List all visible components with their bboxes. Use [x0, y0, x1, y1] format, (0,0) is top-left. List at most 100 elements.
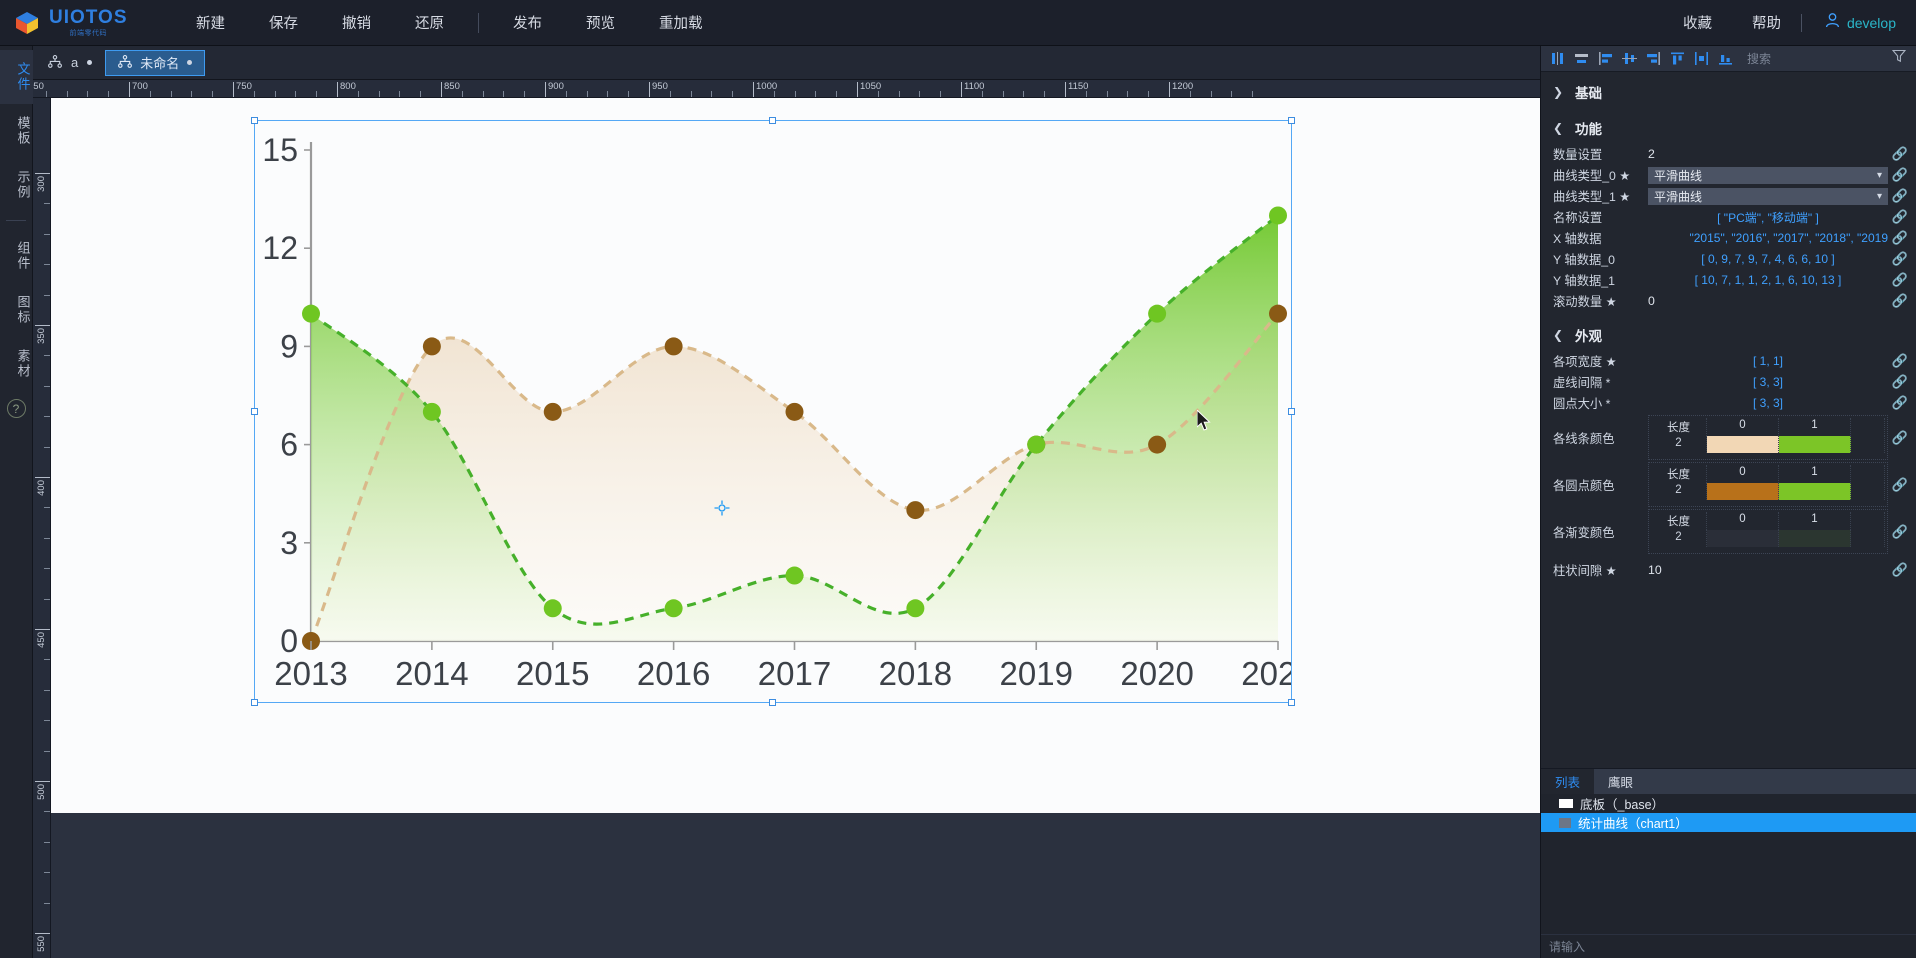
brand-logo[interactable]: UIOTOS 前端零代码: [0, 8, 150, 37]
prop-value[interactable]: 10: [1648, 563, 1662, 577]
ruler-minor-tick: [981, 91, 983, 97]
menu-undo[interactable]: 撤销: [342, 16, 371, 32]
curve-type-1-select[interactable]: 平滑曲线 ▾: [1648, 187, 1888, 205]
link-icon[interactable]: 🔗: [1891, 523, 1908, 539]
ruler-tick: [545, 82, 546, 97]
menu-publish[interactable]: 发布: [513, 16, 542, 32]
prop-value[interactable]: [ 1, 1]: [1752, 354, 1784, 368]
link-icon[interactable]: 🔗: [1891, 188, 1908, 203]
ruler-horizontal[interactable]: 650 700 750 800 850 900 950 1000 1050 1100 1150 120…: [33, 80, 1540, 98]
align-left-icon[interactable]: [1595, 49, 1616, 68]
list-item-chart1[interactable]: 统计曲线（chart1）: [1541, 813, 1916, 832]
prop-value[interactable]: 0: [1648, 294, 1655, 308]
menu-new[interactable]: 新建: [196, 16, 225, 32]
ruler-label: 950: [652, 81, 668, 92]
ruler-minor-tick: [836, 91, 838, 97]
align-right-icon[interactable]: [1643, 49, 1664, 68]
group-appearance[interactable]: ❮ 外观: [1541, 319, 1916, 351]
resize-handle-bc[interactable]: [769, 699, 776, 706]
data-point: [543, 402, 562, 421]
ruler-vertical[interactable]: 300 350 400 450 500 550: [33, 98, 51, 958]
color-swatch-1[interactable]: [1779, 530, 1851, 547]
color-swatch-1[interactable]: [1779, 436, 1851, 453]
align-top-icon[interactable]: [1667, 49, 1688, 68]
tab-untitled[interactable]: 未命名: [105, 49, 206, 76]
prop-value[interactable]: [ "PC端", "移动端" ]: [1717, 210, 1819, 225]
canvas-area[interactable]: 0 3 6 9 12 15 2013 2014 2015 2016 2017 2018 2019 2020…: [51, 98, 1540, 958]
rail-item-files[interactable]: 文件: [0, 50, 33, 104]
resize-handle-ml[interactable]: [251, 407, 258, 415]
line-colors-matrix[interactable]: 长度 0 1 2: [1648, 415, 1888, 460]
tab-eagle-eye[interactable]: 鹰眼: [1608, 776, 1634, 790]
resize-handle-tl[interactable]: [251, 117, 258, 124]
group-function[interactable]: ❮ 功能: [1541, 112, 1916, 144]
rail-item-examples[interactable]: 示例: [15, 170, 31, 200]
tab-tree-root[interactable]: a: [39, 51, 101, 75]
menu-redo[interactable]: 还原: [415, 16, 444, 32]
link-icon[interactable]: 🔗: [1891, 395, 1908, 410]
align-center-horizontal-icon[interactable]: [1571, 49, 1592, 68]
prop-value[interactable]: [ 10, 7, 1, 1, 2, 1, 6, 10, 13 ]: [1694, 273, 1842, 287]
rail-item-assets[interactable]: 素材: [15, 349, 31, 379]
menu-save[interactable]: 保存: [269, 16, 298, 32]
color-swatch-0[interactable]: [1707, 530, 1779, 547]
prop-value[interactable]: [ 3, 3]: [1752, 375, 1784, 389]
color-swatch-0[interactable]: [1707, 483, 1779, 500]
link-icon[interactable]: 🔗: [1891, 146, 1908, 161]
help-icon[interactable]: ?: [6, 399, 26, 418]
distribute-horizontal-icon[interactable]: [1691, 49, 1712, 68]
filter-icon[interactable]: [1891, 49, 1907, 68]
list-item-base[interactable]: 底板（_base）: [1541, 794, 1916, 813]
link-icon[interactable]: 🔗: [1891, 251, 1908, 266]
align-middle-icon[interactable]: [1619, 49, 1640, 68]
list-search-input[interactable]: 请输入: [1541, 934, 1916, 958]
link-icon[interactable]: 🔗: [1891, 167, 1908, 182]
link-icon[interactable]: 🔗: [1891, 562, 1908, 577]
dot-colors-matrix[interactable]: 长度 0 1 2: [1648, 462, 1888, 507]
resize-handle-tr[interactable]: [1288, 117, 1295, 124]
link-icon[interactable]: 🔗: [1891, 374, 1908, 389]
link-icon[interactable]: 🔗: [1891, 230, 1908, 245]
user-menu[interactable]: develop: [1806, 12, 1896, 34]
link-icon[interactable]: 🔗: [1891, 209, 1908, 224]
link-icon[interactable]: 🔗: [1891, 353, 1908, 368]
menu-preview[interactable]: 预览: [586, 16, 615, 32]
right-properties-panel: 搜索 ❯ 基础 ❮ 功能 数量设置 2 🔗 曲线类型_0 ★: [1540, 46, 1916, 958]
menu-help[interactable]: 帮助: [1751, 16, 1781, 32]
selection-box[interactable]: [251, 117, 1295, 706]
resize-handle-tc[interactable]: [769, 117, 776, 124]
align-center-vertical-icon[interactable]: [1547, 49, 1568, 68]
link-icon[interactable]: 🔗: [1891, 429, 1908, 445]
link-icon[interactable]: 🔗: [1891, 272, 1908, 287]
gradient-colors-matrix[interactable]: 长度 0 1 2: [1648, 509, 1888, 554]
series-line: [309, 312, 1280, 642]
tab-list[interactable]: 列表: [1541, 769, 1595, 794]
prop-value[interactable]: 2: [1648, 147, 1655, 161]
distribute-vertical-icon[interactable]: [1715, 49, 1736, 68]
color-swatch-0[interactable]: [1707, 436, 1779, 453]
rail-item-components[interactable]: 组件: [15, 241, 31, 271]
rail-item-templates[interactable]: 模板: [15, 116, 31, 146]
prop-value[interactable]: "2015", "2016", "2017", "2018", "2019: [1689, 231, 1889, 245]
main-menu: 新建 保存 撤销 还原 发布 预览 重加载: [174, 6, 725, 39]
link-icon[interactable]: 🔗: [1891, 476, 1908, 492]
color-swatch-1[interactable]: [1779, 483, 1851, 500]
statistics-curve-chart[interactable]: 0 3 6 9 12 15 2013 2014 2015 2016 2017 2018 2019 2020…: [254, 120, 1292, 703]
design-page[interactable]: 0 3 6 9 12 15 2013 2014 2015 2016 2017 2018 2019 2020…: [51, 98, 1540, 813]
rail-item-icons[interactable]: 图标: [15, 295, 31, 325]
ruler-minor-tick: [357, 91, 359, 97]
prop-value[interactable]: [ 3, 3]: [1752, 396, 1784, 410]
resize-handle-bl[interactable]: [251, 699, 258, 706]
resize-handle-mr[interactable]: [1288, 407, 1295, 415]
resize-handle-br[interactable]: [1288, 699, 1295, 706]
search-input[interactable]: 搜索: [1747, 52, 1772, 66]
group-basic[interactable]: ❯ 基础: [1541, 76, 1916, 108]
curve-type-0-select[interactable]: 平滑曲线 ▾: [1648, 166, 1888, 184]
menu-favorite[interactable]: 收藏: [1682, 16, 1712, 32]
move-crosshair-icon[interactable]: [714, 500, 730, 521]
ruler-minor-tick: [1148, 91, 1150, 97]
menu-reload[interactable]: 重加载: [659, 16, 703, 32]
link-icon[interactable]: 🔗: [1891, 293, 1908, 308]
prop-label: 虚线间隔 *: [1553, 376, 1611, 390]
prop-value[interactable]: [ 0, 9, 7, 9, 7, 4, 6, 6, 10 ]: [1701, 252, 1835, 266]
